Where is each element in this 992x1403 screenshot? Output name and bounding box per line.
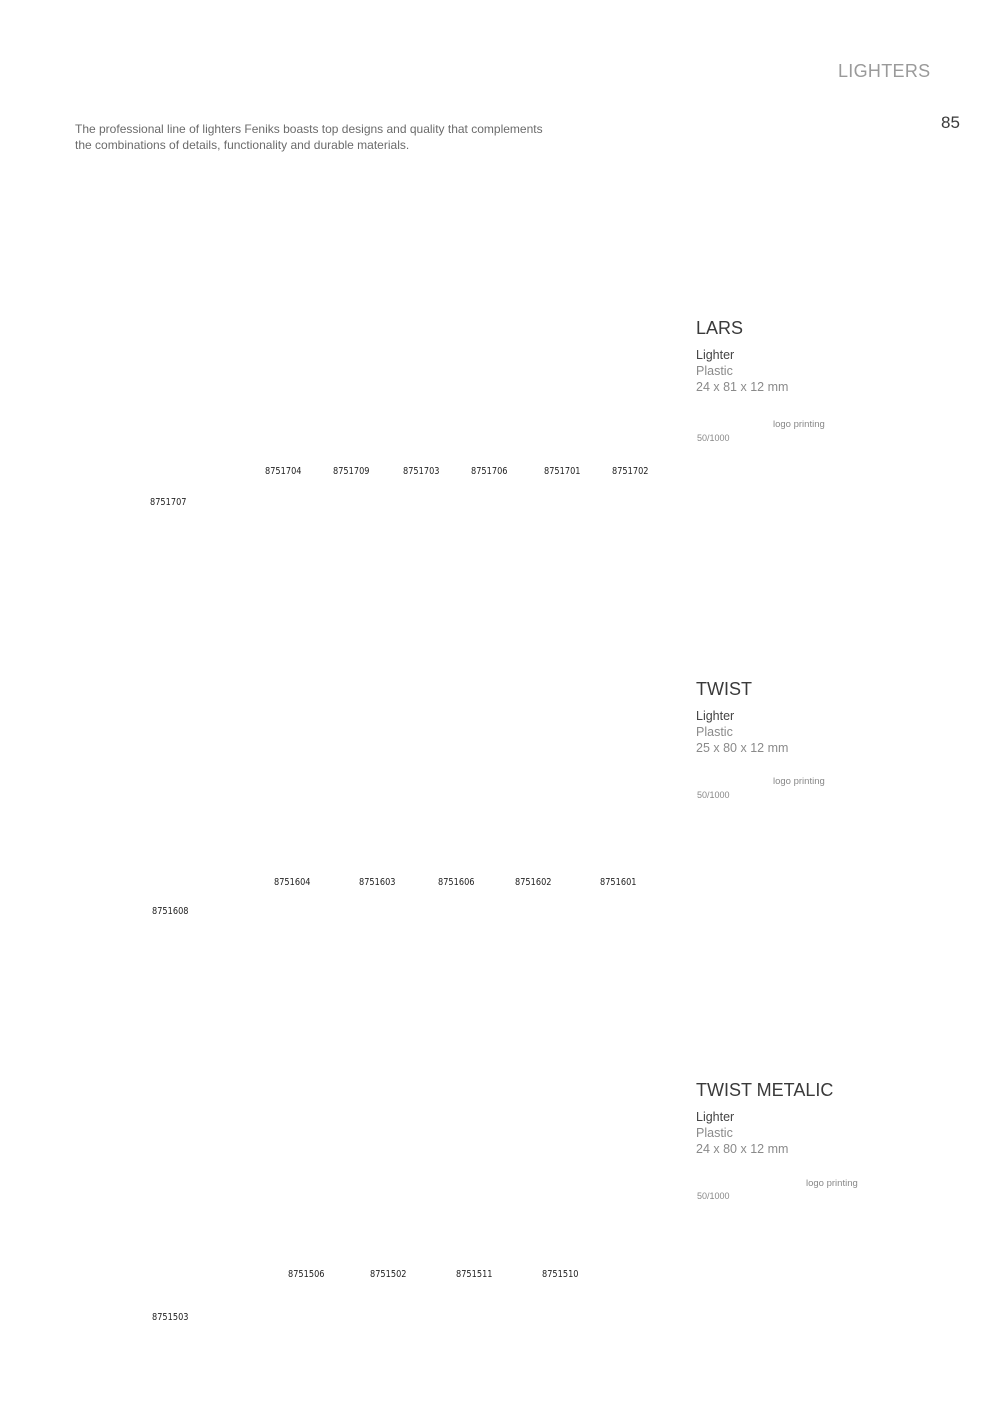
product-size: 24 x 81 x 12 mm [696, 380, 789, 394]
intro-line-2: the combinations of details, functionali… [75, 138, 410, 152]
product-material: Plastic [696, 725, 733, 739]
packing-quantity: 50/1000 [697, 433, 730, 443]
product-size: 25 x 80 x 12 mm [696, 741, 789, 755]
product-code: 8751606 [438, 877, 475, 888]
product-material: Plastic [696, 1126, 733, 1140]
product-type: Lighter [696, 709, 735, 723]
product-code: 8751706 [471, 466, 508, 477]
product-code: 8751701 [544, 466, 581, 477]
product-size: 24 x 80 x 12 mm [696, 1142, 789, 1156]
logo-printing-label: logo printing [806, 1178, 858, 1189]
product-name: LARS [696, 318, 744, 338]
intro-line-1: The professional line of lighters Feniks… [75, 122, 543, 136]
product-code: 8751601 [600, 877, 637, 888]
product-code: 8751506 [288, 1269, 325, 1280]
product-code: 8751709 [333, 466, 370, 477]
product-code: 8751502 [370, 1269, 407, 1280]
logo-printing-label: logo printing [773, 419, 825, 430]
product-type: Lighter [696, 1110, 735, 1124]
product-code: 8751604 [274, 877, 311, 888]
product-code: 8751603 [359, 877, 396, 888]
page-number: 85 [941, 113, 960, 132]
intro-text: The professional line of lighters Feniks… [75, 121, 575, 153]
section-title: LIGHTERS [838, 61, 931, 81]
featured-product-code: 8751608 [152, 906, 189, 917]
logo-printing-label: logo printing [773, 776, 825, 787]
product-type: Lighter [696, 348, 735, 362]
product-code: 8751511 [456, 1269, 493, 1280]
packing-quantity: 50/1000 [697, 1191, 730, 1201]
packing-quantity: 50/1000 [697, 790, 730, 800]
featured-product-code: 8751503 [152, 1312, 189, 1323]
product-code: 8751704 [265, 466, 302, 477]
product-code: 8751602 [515, 877, 552, 888]
product-code: 8751702 [612, 466, 649, 477]
product-name: TWIST [696, 679, 752, 699]
featured-product-code: 8751707 [150, 497, 187, 508]
product-name: TWIST METALIC [696, 1080, 834, 1100]
product-material: Plastic [696, 364, 733, 378]
product-code: 8751703 [403, 466, 440, 477]
product-code: 8751510 [542, 1269, 579, 1280]
